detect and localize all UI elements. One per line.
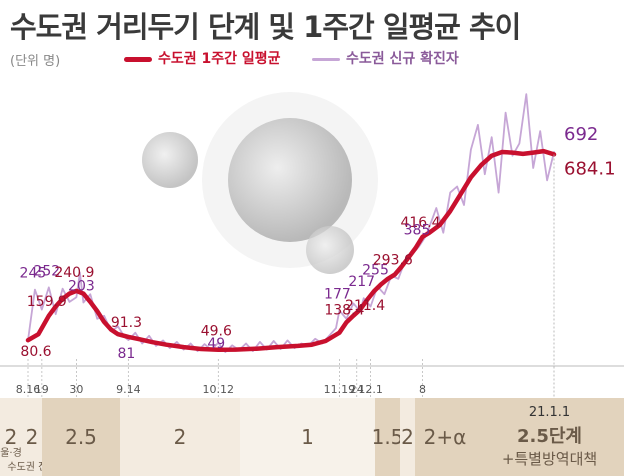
legend-daily: 수도권 신규 확진자 — [312, 48, 459, 68]
phase-label: 2.5 — [65, 425, 97, 449]
phase-block — [475, 398, 624, 476]
virus-illustration — [142, 92, 378, 274]
avg-series-line — [25, 148, 557, 352]
phase-label: 2+α — [424, 425, 467, 449]
phase-block — [0, 398, 22, 476]
phase-sublabel: +특별방역대책 — [502, 450, 597, 468]
phase-block — [375, 398, 400, 476]
legend-avg-label: 수도권 1주간 일평균 — [158, 51, 281, 67]
legend-daily-label: 수도권 신규 확진자 — [346, 51, 459, 67]
x-tick-label: 19 — [35, 383, 49, 396]
phase-block — [120, 398, 240, 476]
phase-label: 1.5 — [372, 425, 404, 449]
data-label-avg: 49.6 — [201, 324, 232, 340]
x-tick-label: 11.19 — [324, 383, 356, 396]
data-label-daily: 245 — [20, 266, 47, 282]
legend-avg: 수도권 1주간 일평균 — [124, 48, 281, 68]
x-tick-label: 9.14 — [116, 383, 141, 396]
data-label-avg: 138.4 — [324, 302, 364, 318]
data-label-daily: 203 — [68, 279, 95, 295]
phase-label: 2.5단계 — [517, 426, 582, 447]
data-label-avg: 211.4 — [345, 298, 385, 314]
data-label-daily: 692 — [564, 124, 598, 145]
data-label-avg: 91.3 — [111, 315, 142, 331]
phase-label: 2 — [401, 425, 414, 449]
x-tick-label: 8.16 — [16, 383, 41, 396]
page-title: 수도권 거리두기 단계 및 1주간 일평균 추이 — [10, 10, 521, 44]
data-label-daily: 385 — [404, 223, 431, 239]
phase-label: 1 — [301, 425, 314, 449]
phase-label: 2 — [26, 425, 39, 449]
phase-label: 2 — [5, 425, 18, 449]
data-label-avg: 80.6 — [20, 344, 51, 360]
data-label-avg: 293.6 — [373, 253, 413, 269]
phase-block — [240, 398, 375, 476]
data-label-avg: 684.1 — [564, 158, 616, 179]
unit-label: (단위 명) — [10, 54, 61, 69]
x-tick-label: 10.12 — [203, 383, 235, 396]
phase-block — [400, 398, 415, 476]
phase-block — [42, 398, 120, 476]
data-label-avg: 159.9 — [27, 294, 67, 310]
phase-label: 2 — [174, 425, 187, 449]
phase-top-date: 21.1.1 — [529, 405, 570, 420]
x-tick-label: 24 — [350, 383, 364, 396]
data-label-daily: 177 — [324, 287, 351, 303]
x-tick-label: 8 — [419, 383, 426, 396]
legend-avg-swatch — [124, 56, 152, 62]
phase-block — [22, 398, 42, 476]
x-tick-label: 12.1 — [358, 383, 383, 396]
x-tick-label: 30 — [69, 383, 83, 396]
data-label-daily: 49 — [207, 336, 225, 352]
legend-daily-swatch — [312, 57, 340, 61]
data-label-daily: 252 — [33, 263, 60, 279]
data-label-daily: 81 — [117, 346, 135, 362]
phase-block — [415, 398, 475, 476]
data-label-daily: 217 — [348, 274, 375, 290]
data-label-avg: 416.4 — [400, 215, 440, 231]
data-label-avg: 240.9 — [54, 265, 94, 281]
data-label-daily: 255 — [362, 263, 389, 279]
